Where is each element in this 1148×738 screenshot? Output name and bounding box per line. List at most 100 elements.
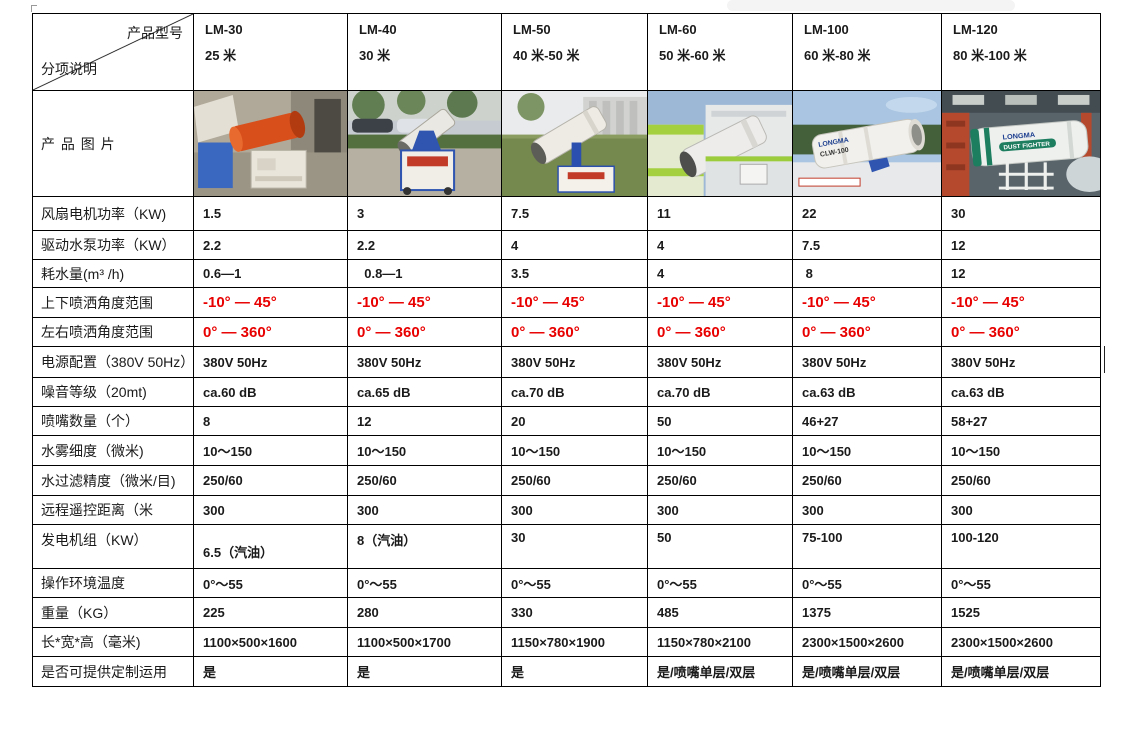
model-range: 30 米 <box>359 48 391 63</box>
row-label-product-image: 产 品 图 片 <box>33 91 194 197</box>
spec-value-cell: 0° — 360° <box>648 318 793 347</box>
spec-value-cell: 380V 50Hz <box>348 347 502 378</box>
spec-value-cell: -10° — 45° <box>348 288 502 318</box>
spec-value-cell: 100-120 <box>942 525 1101 569</box>
model-name: LM-100 <box>804 22 849 37</box>
spec-value-cell: 46+27 <box>793 407 942 436</box>
model-header-lm60: LM-60 50 米-60 米 <box>648 14 793 91</box>
spec-value-cell: 12 <box>942 231 1101 260</box>
model-header-lm40: LM-40 30 米 <box>348 14 502 91</box>
spec-value-cell: -10° — 45° <box>793 288 942 318</box>
corner-header-cell: 产品型号 分项说明 <box>33 14 194 91</box>
spec-value-cell: 280 <box>348 598 502 628</box>
model-name: LM-60 <box>659 22 697 37</box>
spec-value-cell: 30 <box>502 525 648 569</box>
spec-row-label: 风扇电机功率（KW) <box>33 197 194 231</box>
model-range: 25 米 <box>205 48 237 63</box>
spec-row-label: 驱动水泵功率（KW） <box>33 231 194 260</box>
spec-value-cell: ca.63 dB <box>793 378 942 407</box>
spec-value-cell: 0° — 360° <box>194 318 348 347</box>
spec-value-cell: 75-100 <box>793 525 942 569</box>
spec-value-cell: 0° — 360° <box>348 318 502 347</box>
spec-value-cell: 485 <box>648 598 793 628</box>
spec-value-cell: 0°～55 <box>502 569 648 598</box>
spec-value-cell: 11 <box>648 197 793 231</box>
product-photo-lm30 <box>194 91 348 197</box>
spec-row-label: 左右喷洒角度范围 <box>33 318 194 347</box>
spec-row-label: 水过滤精度（微米/目) <box>33 466 194 496</box>
spec-value-cell: 58+27 <box>942 407 1101 436</box>
product-photo-lm50 <box>502 91 648 197</box>
corner-label-item-description: 分项说明 <box>41 61 97 77</box>
spec-value-cell: ca.60 dB <box>194 378 348 407</box>
spec-value-cell: 7.5 <box>502 197 648 231</box>
spec-row-label: 耗水量(m³ /h) <box>33 260 194 288</box>
spec-value-cell: 10～150 <box>793 436 942 466</box>
spec-value-cell: 380V 50Hz <box>942 347 1101 378</box>
spec-value-cell: 是/喷嘴单层/双层 <box>942 657 1101 687</box>
spec-row-label: 长*宽*高（毫米) <box>33 628 194 657</box>
spec-value-cell: -10° — 45° <box>194 288 348 318</box>
spec-value-cell: 0° — 360° <box>942 318 1101 347</box>
spec-row-label: 水雾细度（微米) <box>33 436 194 466</box>
spec-value-cell: 是/喷嘴单层/双层 <box>793 657 942 687</box>
spec-value-cell: 2.2 <box>194 231 348 260</box>
spec-value-cell: -10° — 45° <box>942 288 1101 318</box>
spec-value-cell: 50 <box>648 407 793 436</box>
spec-value-cell: 380V 50Hz <box>194 347 348 378</box>
product-photo-lm60 <box>648 91 793 197</box>
spec-value-cell: 1150×780×1900 <box>502 628 648 657</box>
spec-value-cell: ca.70 dB <box>502 378 648 407</box>
photo-lm100-model-text: CLW-100 <box>820 147 850 159</box>
spec-value-cell: 0.6—1 <box>194 260 348 288</box>
spec-value-cell: 250/60 <box>942 466 1101 496</box>
model-header-lm120: LM-120 80 米-100 米 <box>942 14 1101 91</box>
spec-value-cell: 380V 50Hz <box>793 347 942 378</box>
spec-row-label: 电源配置（380V 50Hz） <box>33 347 194 378</box>
model-header-lm50: LM-50 40 米-50 米 <box>502 14 648 91</box>
spec-value-cell: 50 <box>648 525 793 569</box>
spec-value-cell: 4 <box>648 231 793 260</box>
spec-value-cell: 2300×1500×2600 <box>793 628 942 657</box>
spec-value-cell: 4 <box>648 260 793 288</box>
spec-value-cell: 是 <box>348 657 502 687</box>
spec-value-cell: 10～150 <box>194 436 348 466</box>
spec-value-cell: 7.5 <box>793 231 942 260</box>
spec-value-cell: 0.8—1 <box>348 260 502 288</box>
model-range: 40 米-50 米 <box>513 48 580 63</box>
corner-label-product-model: 产品型号 <box>127 25 183 41</box>
spec-value-cell: 4 <box>502 231 648 260</box>
spec-value-cell: 225 <box>194 598 348 628</box>
spec-value-cell: 10～150 <box>348 436 502 466</box>
table-anchor-mark <box>31 5 37 12</box>
spec-value-cell: 0°～55 <box>194 569 348 598</box>
spec-value-cell: 300 <box>648 496 793 525</box>
model-range: 60 米-80 米 <box>804 48 871 63</box>
spec-row-label: 重量（KG） <box>33 598 194 628</box>
spec-row-label: 发电机组（KW） <box>33 525 194 569</box>
spec-value-cell: 3.5 <box>502 260 648 288</box>
spec-value-cell: 1100×500×1700 <box>348 628 502 657</box>
spec-value-cell: 0° — 360° <box>502 318 648 347</box>
spec-value-cell: 6.5（汽油） <box>194 525 348 569</box>
spec-value-cell: 22 <box>793 197 942 231</box>
spec-value-cell: 8 <box>793 260 942 288</box>
spec-row-label: 远程遥控距离（米 <box>33 496 194 525</box>
model-name: LM-40 <box>359 22 397 37</box>
spec-value-cell: 0°～55 <box>348 569 502 598</box>
spec-value-cell: 250/60 <box>348 466 502 496</box>
spec-value-cell: 300 <box>942 496 1101 525</box>
stray-border-line <box>1104 346 1105 373</box>
spec-value-cell: 1.5 <box>194 197 348 231</box>
spec-value-cell: 1100×500×1600 <box>194 628 348 657</box>
spec-value-cell: 2.2 <box>348 231 502 260</box>
spec-value-cell: 30 <box>942 197 1101 231</box>
spec-value-cell: 1525 <box>942 598 1101 628</box>
spec-value-cell: 0°～55 <box>648 569 793 598</box>
spec-value-cell: 1150×780×2100 <box>648 628 793 657</box>
spec-value-cell: 10～150 <box>648 436 793 466</box>
spec-value-cell: 12 <box>348 407 502 436</box>
spec-value-cell: 250/60 <box>194 466 348 496</box>
spec-value-cell: 12 <box>942 260 1101 288</box>
spec-row-label: 是否可提供定制运用 <box>33 657 194 687</box>
